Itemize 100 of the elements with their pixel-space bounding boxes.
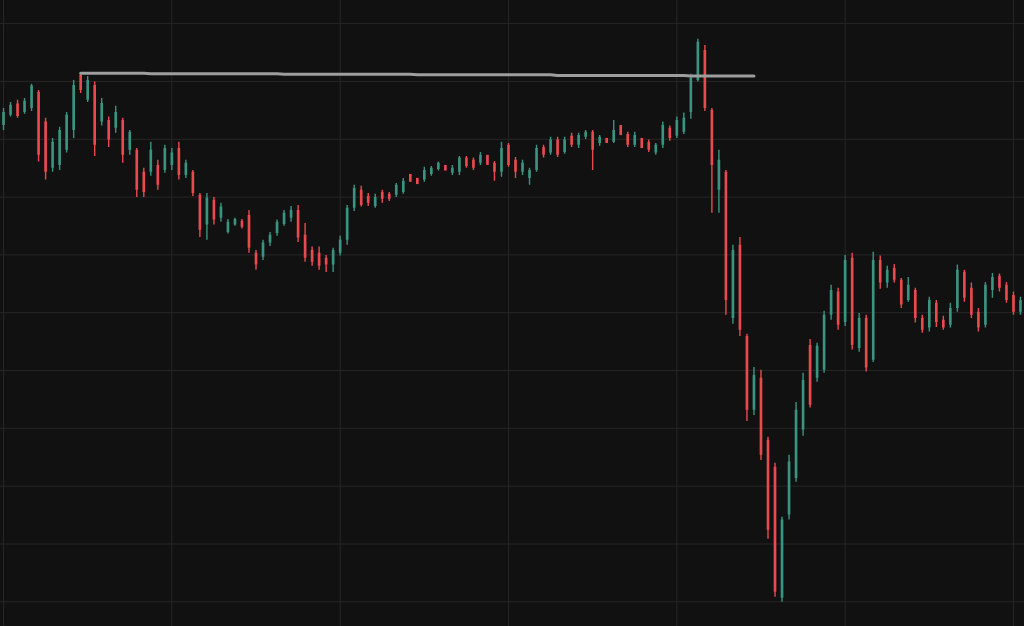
candlestick xyxy=(956,264,959,312)
candlestick xyxy=(338,235,342,256)
candlestick xyxy=(170,148,174,170)
candlestick xyxy=(352,184,356,212)
candlestick xyxy=(44,117,47,180)
candlestick xyxy=(128,130,132,155)
candlestick xyxy=(521,159,524,176)
candlestick xyxy=(710,108,714,213)
candlestick xyxy=(619,124,623,136)
candlestick xyxy=(93,81,97,156)
candlestick xyxy=(717,149,721,213)
candlestick xyxy=(591,130,594,170)
candlestick xyxy=(303,222,307,262)
candlestick xyxy=(16,99,19,118)
candlestick xyxy=(444,164,447,171)
candlestick xyxy=(310,246,314,266)
candlestick xyxy=(380,189,384,203)
candlestick xyxy=(984,282,987,328)
candlestick xyxy=(100,97,104,126)
candlestick xyxy=(1012,291,1015,315)
candlestick xyxy=(970,282,973,319)
candlestick xyxy=(647,139,651,152)
candlestick xyxy=(626,131,630,147)
candlestick xyxy=(577,132,580,149)
candlestick xyxy=(514,157,517,178)
candlestick xyxy=(135,148,139,198)
candlestick xyxy=(934,300,938,328)
candlestick xyxy=(58,126,61,170)
candlestick xyxy=(472,157,475,170)
candlestick xyxy=(149,141,153,176)
candlestick xyxy=(72,79,75,138)
candlestick xyxy=(51,137,54,172)
candlestick xyxy=(864,314,868,372)
candlestick xyxy=(479,151,482,165)
candlestick xyxy=(892,264,896,283)
candlestick xyxy=(156,159,160,190)
candlestick xyxy=(317,246,321,270)
candlestick xyxy=(963,269,966,302)
candlestick xyxy=(423,166,426,182)
candlestick xyxy=(9,101,12,117)
candlestick xyxy=(675,116,679,138)
candlestick xyxy=(226,218,230,234)
candlestick xyxy=(430,166,433,176)
candlestick xyxy=(654,142,658,155)
candlestick xyxy=(500,141,503,177)
candlestick xyxy=(331,247,335,272)
candlestick xyxy=(324,255,328,272)
candlestick xyxy=(345,204,349,245)
candlestick xyxy=(114,105,118,133)
candlestick xyxy=(142,167,146,198)
candlestick xyxy=(451,164,454,176)
candlestick xyxy=(486,154,489,165)
candlestick xyxy=(878,255,882,289)
candlestick xyxy=(30,83,33,111)
candlestick xyxy=(240,218,244,229)
candlestick xyxy=(373,193,377,208)
candlestick xyxy=(885,265,889,288)
candlestick xyxy=(458,155,461,176)
candlestick xyxy=(437,161,440,171)
candlestick xyxy=(549,136,552,155)
candlestick xyxy=(906,276,910,302)
candlestick xyxy=(65,112,68,153)
candlestick xyxy=(991,273,994,298)
candlestick xyxy=(598,135,602,146)
candlestick xyxy=(563,136,566,154)
candlestick xyxy=(913,287,917,323)
candlestick xyxy=(949,302,952,328)
candlestick xyxy=(415,177,419,185)
candlestick xyxy=(1005,282,1008,303)
candlestick xyxy=(401,177,405,194)
candlestick xyxy=(23,97,26,114)
candlestick xyxy=(584,130,587,140)
candlestick xyxy=(661,121,665,149)
candlestick xyxy=(2,108,5,131)
candlestick xyxy=(219,202,223,222)
candlestick xyxy=(927,296,931,332)
candlestick xyxy=(528,167,531,185)
candlestick xyxy=(605,137,609,143)
candlestick xyxy=(359,185,363,207)
candlestick xyxy=(942,315,945,330)
candlestick xyxy=(899,278,903,308)
candlestick xyxy=(465,155,468,168)
candlestick xyxy=(612,119,616,143)
candlestick xyxy=(570,132,573,147)
candlestick xyxy=(394,182,398,198)
candlestick xyxy=(387,191,391,201)
candlestick xyxy=(1019,296,1022,315)
candlestick xyxy=(857,312,861,352)
candlestick xyxy=(254,249,258,270)
candlestick xyxy=(535,144,538,172)
candlestick xyxy=(408,173,412,182)
candlestick xyxy=(493,161,496,181)
candlestick xyxy=(268,231,272,246)
candlestick xyxy=(668,125,672,141)
candlestick xyxy=(86,75,90,102)
candlestick xyxy=(507,142,510,167)
candlestick xyxy=(107,116,111,147)
candlestick xyxy=(289,206,293,222)
candlestick xyxy=(366,193,370,207)
candlestick xyxy=(205,193,209,240)
